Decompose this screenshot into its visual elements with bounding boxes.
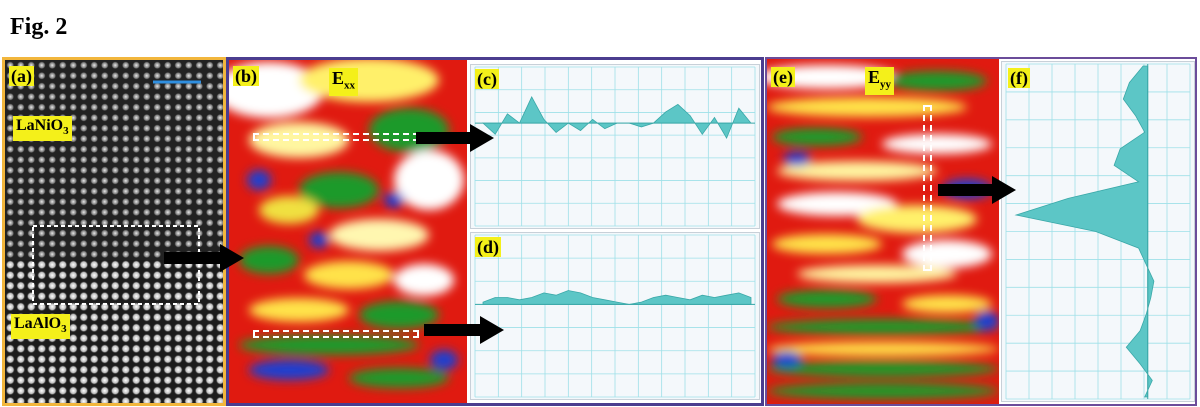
panel-f-label: (f) xyxy=(1008,68,1030,88)
region-of-interest-box xyxy=(32,225,200,305)
panel-f-line-profile: (f) xyxy=(1001,61,1195,402)
lanio3-label: LaNiO3 xyxy=(13,116,72,142)
panel-e-label: (e) xyxy=(771,67,795,87)
panel-f-profile-area xyxy=(1014,65,1155,398)
plot-gridlines xyxy=(474,66,756,227)
panel-d-line-profile: (d) xyxy=(470,232,760,400)
panel-bcd-group: (b) Exx (c) (d) xyxy=(226,57,764,406)
panel-f-chart xyxy=(1005,63,1191,400)
exx-strain-map xyxy=(229,60,467,403)
panel-c-profile-area xyxy=(482,96,752,140)
arrow-e-to-f xyxy=(938,176,1016,204)
panel-b-label: (b) xyxy=(233,66,259,86)
eyy-profile-line xyxy=(923,105,932,271)
panel-c-chart xyxy=(474,66,756,227)
panel-d-label: (d) xyxy=(475,237,501,257)
arrow-b-to-d xyxy=(424,316,504,344)
panel-a-label: (a) xyxy=(9,66,34,86)
panel-c-label: (c) xyxy=(475,69,499,89)
exx-component-label: Exx xyxy=(329,68,359,96)
eyy-strain-map xyxy=(767,59,999,404)
laalo3-label: LaAlO3 xyxy=(11,314,70,340)
figure-title: Fig. 2 xyxy=(10,14,68,40)
exx-profile-line-bottom xyxy=(253,330,419,338)
arrow-b-to-c xyxy=(416,124,494,152)
exx-profile-line-top xyxy=(253,133,419,141)
panel-ef-group: (e) Eyy (f) xyxy=(765,57,1197,406)
plot-gridlines xyxy=(474,234,756,398)
arrow-a-to-b xyxy=(164,244,244,272)
eyy-component-label: Eyy xyxy=(865,67,895,95)
panel-d-chart xyxy=(474,234,756,398)
atomic-lattice-image xyxy=(5,60,223,403)
panel-d-profile-area xyxy=(482,290,752,305)
panel-a-stem-image: (a) LaNiO3 LaAlO3 xyxy=(2,57,226,406)
panel-c-line-profile: (c) xyxy=(470,64,760,229)
